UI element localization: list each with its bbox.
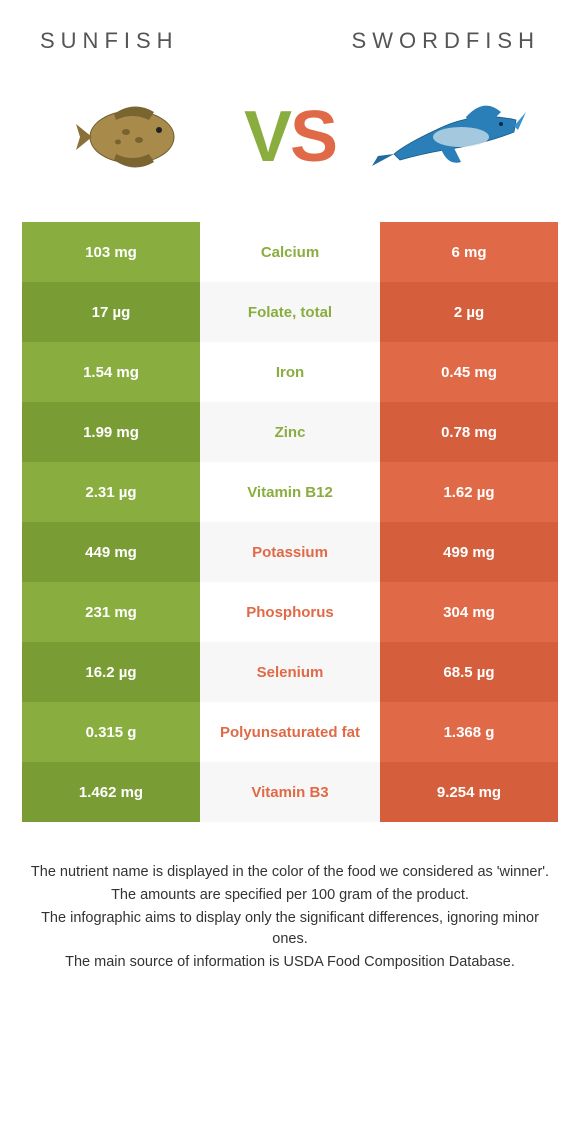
nutrient-label: Polyunsaturated fat — [200, 702, 380, 762]
nutrient-row: 1.462 mgVitamin B39.254 mg — [22, 762, 558, 822]
right-value: 1.62 µg — [380, 462, 558, 522]
vs-row: VS — [0, 72, 580, 222]
right-value: 68.5 µg — [380, 642, 558, 702]
notes: The nutrient name is displayed in the co… — [0, 822, 580, 995]
sunfish-image — [54, 82, 214, 192]
swordfish-image — [366, 82, 526, 192]
right-value: 2 µg — [380, 282, 558, 342]
right-value: 6 mg — [380, 222, 558, 282]
header: SUNFISH SWORDFISH — [0, 0, 580, 72]
right-value: 304 mg — [380, 582, 558, 642]
left-value: 1.99 mg — [22, 402, 200, 462]
nutrient-label: Zinc — [200, 402, 380, 462]
nutrient-row: 231 mgPhosphorus304 mg — [22, 582, 558, 642]
nutrient-label: Vitamin B3 — [200, 762, 380, 822]
left-value: 449 mg — [22, 522, 200, 582]
nutrient-row: 449 mgPotassium499 mg — [22, 522, 558, 582]
left-value: 1.54 mg — [22, 342, 200, 402]
title-left: SUNFISH — [40, 28, 179, 54]
note-line: The nutrient name is displayed in the co… — [28, 862, 552, 883]
right-value: 0.45 mg — [380, 342, 558, 402]
vs-s: S — [290, 97, 336, 177]
note-line: The main source of information is USDA F… — [28, 952, 552, 973]
note-line: The infographic aims to display only the… — [28, 908, 552, 950]
right-value: 1.368 g — [380, 702, 558, 762]
nutrient-row: 17 µgFolate, total2 µg — [22, 282, 558, 342]
nutrient-row: 16.2 µgSelenium68.5 µg — [22, 642, 558, 702]
nutrient-label: Phosphorus — [200, 582, 380, 642]
vs-label: VS — [244, 96, 336, 178]
left-value: 16.2 µg — [22, 642, 200, 702]
left-value: 0.315 g — [22, 702, 200, 762]
note-line: The amounts are specified per 100 gram o… — [28, 885, 552, 906]
left-value: 17 µg — [22, 282, 200, 342]
left-value: 103 mg — [22, 222, 200, 282]
nutrient-row: 1.54 mgIron0.45 mg — [22, 342, 558, 402]
right-value: 0.78 mg — [380, 402, 558, 462]
nutrient-label: Potassium — [200, 522, 380, 582]
nutrient-row: 103 mgCalcium6 mg — [22, 222, 558, 282]
right-value: 9.254 mg — [380, 762, 558, 822]
nutrient-label: Calcium — [200, 222, 380, 282]
nutrient-label: Selenium — [200, 642, 380, 702]
left-value: 1.462 mg — [22, 762, 200, 822]
nutrient-label: Vitamin B12 — [200, 462, 380, 522]
nutrient-label: Iron — [200, 342, 380, 402]
left-value: 231 mg — [22, 582, 200, 642]
vs-v: V — [244, 97, 290, 177]
nutrient-row: 2.31 µgVitamin B121.62 µg — [22, 462, 558, 522]
nutrient-row: 0.315 gPolyunsaturated fat1.368 g — [22, 702, 558, 762]
nutrient-table: 103 mgCalcium6 mg17 µgFolate, total2 µg1… — [22, 222, 558, 822]
right-value: 499 mg — [380, 522, 558, 582]
title-right: SWORDFISH — [352, 28, 540, 54]
nutrient-label: Folate, total — [200, 282, 380, 342]
left-value: 2.31 µg — [22, 462, 200, 522]
nutrient-row: 1.99 mgZinc0.78 mg — [22, 402, 558, 462]
